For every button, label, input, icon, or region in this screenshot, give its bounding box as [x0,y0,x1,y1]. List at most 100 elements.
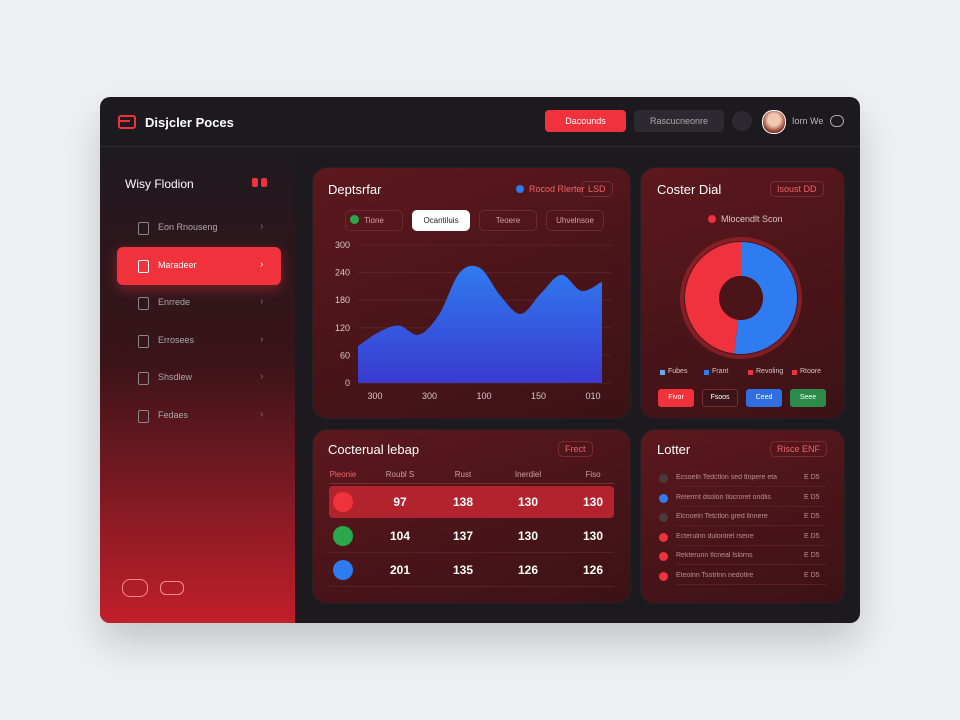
user-name: Iorn We [792,116,824,126]
sidebar-title: Wisy Flodion [125,177,194,191]
header-rule [329,483,614,484]
list-text: Elcnoeln Tetctlon gred llnnere [676,513,768,521]
chevron: › [260,408,264,420]
cell: 130 [517,495,539,509]
list-rule [676,584,826,585]
nav-label[interactable]: Shsdlew [158,372,193,382]
list-meta: E D5 [804,552,820,560]
list-text: Relerrnt dsolon tlocroret ondlis [676,493,771,501]
list-rule [676,525,826,527]
avatar[interactable] [762,110,786,134]
list-meta: E D5 [804,532,820,540]
cell: 130 [582,495,604,509]
donut-slice [733,242,797,354]
nav-icon [138,334,149,348]
nav-label[interactable]: Eon Rnouseng [158,222,218,232]
cell: 130 [517,529,539,543]
list-text: Rekterunn tlcneal lslorns [676,552,753,560]
y-tick-label: 120 [335,323,350,333]
chevron: › [260,296,264,307]
cell: 135 [452,563,474,577]
legend-label: Fubes [668,368,688,375]
list-meta: E D5 [804,493,820,501]
dot [261,178,267,187]
nav-icon [138,409,149,423]
nav-label[interactable]: Enrrede [158,297,191,307]
donut-slice [685,242,741,354]
row-highlight [329,486,614,518]
cell: 201 [389,563,411,577]
list-text: Ecterulnn dulontrel rseire [676,532,754,540]
primary-button[interactable]: Dacounds [545,110,626,132]
legend-label: Frant [712,368,729,375]
list-rule [676,544,826,546]
row-icon [333,492,353,512]
cell: 97 [393,495,407,509]
menu-icon[interactable] [830,115,844,127]
chevron: › [260,371,264,382]
badge: Isoust DD [770,181,824,197]
legend-label: Mlocendlt Scon [721,214,783,224]
nav-label[interactable]: Errosees [158,334,195,345]
button[interactable]: Ceed [746,389,782,407]
tab[interactable]: Uhvelnsoe [546,210,604,231]
button[interactable]: Seee [790,389,826,407]
cell: 130 [582,529,604,543]
nav-label[interactable]: Maradeer [158,259,197,270]
nav-label[interactable]: Fedaes [158,409,189,420]
sidebar: Wisy Flodion Eon Rnouseng › Maradeer › Enrre… [100,147,295,623]
chevron: › [260,221,264,232]
tab[interactable]: Teoere [479,210,537,231]
card-title: Coster Dial [657,182,722,197]
legend-dot [708,215,716,223]
column-header: Rust [454,470,472,479]
button[interactable]: Fsoos [702,389,738,407]
list-dot [659,474,668,483]
footer-icon[interactable] [160,581,184,595]
x-tick-label: 010 [585,391,600,401]
y-tick-label: 240 [335,268,350,278]
list-meta: E D5 [804,474,820,481]
brand: Disjcler Poces [145,115,234,130]
cell: 138 [452,495,474,509]
list-dot [659,493,668,503]
button[interactable]: Fivor [658,389,694,407]
footer-icon[interactable] [122,579,148,597]
row-icon [333,526,353,546]
secondary-button[interactable]: Rascucneonre [634,110,724,132]
logo [118,115,136,129]
list-meta: E D5 [804,572,820,579]
divider [100,146,860,147]
donut-glow [680,237,802,359]
nav-icon [138,372,149,385]
badge: Risce ENF [770,441,828,457]
tab[interactable]: Ocantiluis [412,210,470,231]
chevron: › [260,333,264,345]
y-tick-label: 0 [345,378,350,388]
badge: Frect [558,441,593,457]
row-rule [329,552,614,553]
nav-icon [138,222,149,235]
legend-swatch [704,370,709,375]
badge: LSD [581,181,613,197]
chevron: › [260,258,264,270]
cell: 137 [452,529,474,543]
column-header: Inerdiel [514,470,542,479]
legend-swatch [660,370,665,375]
x-tick-label: 300 [367,391,382,401]
column-header: Roubl S [385,470,415,479]
list-text: Ecsoeln Tedctlon sed tlnpere eta [676,474,778,481]
y-tick-label: 60 [340,350,350,360]
table-card: Cocterual lebap Frect Pleonie Roubl S Rust… [313,430,630,603]
legend-swatch [748,370,753,375]
notification-button[interactable] [732,111,752,131]
tab[interactable]: Tione [345,210,403,231]
nav-item-active[interactable] [117,246,281,285]
area [358,265,602,383]
list-meta: E D5 [804,513,820,521]
list-dot [659,513,668,523]
legend-label: Revoling [756,368,784,375]
card-title: Deptsrfar [328,182,382,197]
